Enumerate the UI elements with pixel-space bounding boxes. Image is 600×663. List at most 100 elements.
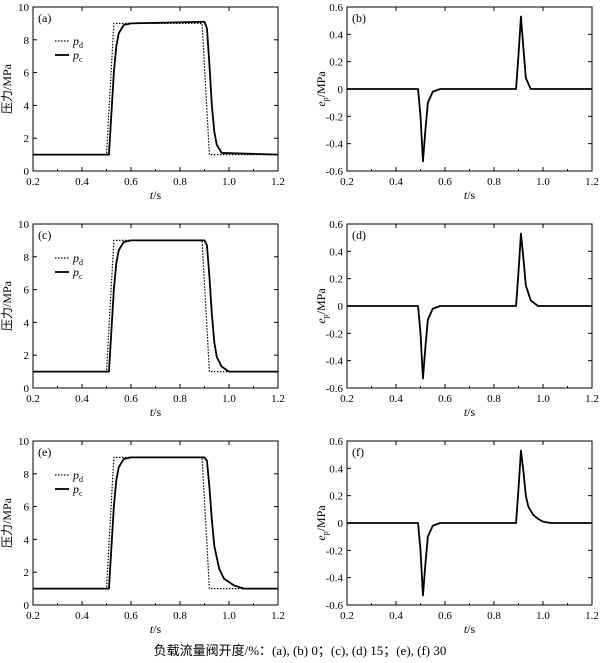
chart-panel-f: 0.2 0.4 0.6 0.8 1.0 1.2 -0.6 -0.4 -0.2 0 0.2 0.4 0.6…	[314, 436, 599, 636]
panel-label: (d)	[352, 228, 366, 242]
plot-frame	[32, 6, 279, 172]
x-tick-label: 0.6	[438, 393, 452, 405]
x-tick-label: 0.2	[26, 393, 40, 405]
x-tick-label: 1.0	[222, 176, 236, 188]
panel-label: (c)	[38, 228, 51, 242]
y-axis-label: ep/MPa	[314, 288, 330, 324]
y-tick-label: -0.4	[326, 356, 344, 368]
x-tick-label: 1.2	[271, 393, 285, 405]
x-tick-label: 1.0	[536, 176, 550, 188]
panel-label: (b)	[352, 11, 366, 25]
x-tick-label: 1.2	[585, 393, 599, 405]
x-tick-label: 1.2	[271, 176, 285, 188]
figure-caption: 负载流量阀开度/%：(a), (b) 0；(c), (d) 15；(e), (f…	[153, 643, 447, 658]
y-tick-label: -0.4	[326, 139, 344, 151]
y-tick-label: 0.6	[329, 436, 343, 448]
x-tick-label: 0.4	[75, 393, 89, 405]
legend-label: pd	[72, 34, 83, 50]
series-line-p_d	[33, 456, 278, 590]
y-tick-label: 0.4	[329, 246, 343, 258]
y-tick-label: 8	[24, 252, 30, 264]
chart-panel-c: 0.2 0.4 0.6 0.8 1.0 1.2 0 2 4 6 8 10 t/s 压力/MPa (c) pdp…	[0, 219, 285, 419]
y-tick-label: -0.6	[326, 600, 344, 612]
x-tick-label: 0.8	[173, 610, 187, 622]
y-axis-label: ep/MPa	[314, 71, 330, 107]
legend-label: pc	[72, 482, 83, 498]
y-tick-label: -0.2	[326, 545, 343, 557]
x-axis-label: t/s	[464, 622, 476, 636]
legend-label: pc	[72, 48, 83, 64]
x-tick-label: 0.8	[487, 393, 501, 405]
x-tick-label: 1.0	[536, 610, 550, 622]
y-tick-label: 0.4	[329, 463, 343, 475]
x-tick-label: 0.8	[487, 610, 501, 622]
y-tick-label: -0.2	[326, 111, 343, 123]
x-axis-label: t/s	[464, 405, 476, 419]
y-tick-label: 2	[24, 350, 30, 362]
y-axis-label: 压力/MPa	[0, 497, 14, 548]
x-tick-label: 0.4	[75, 176, 89, 188]
y-axis-label: ep/MPa	[314, 505, 330, 541]
x-tick-label: 0.2	[26, 610, 40, 622]
series-line-p_c	[33, 20, 279, 156]
y-tick-label: 8	[24, 469, 30, 481]
x-tick-label: 1.0	[222, 610, 236, 622]
chart-panel-e: 0.2 0.4 0.6 0.8 1.0 1.2 0 2 4 6 8 10 t/s 压力/MPa (e) pdp…	[0, 436, 285, 636]
x-tick-label: 0.6	[124, 610, 138, 622]
x-tick-label: 0.6	[124, 176, 138, 188]
series-line-error	[347, 232, 592, 380]
y-tick-label: 6	[24, 502, 30, 514]
x-tick-label: 0.6	[124, 393, 138, 405]
y-tick-label: 0.6	[329, 2, 343, 14]
series-line-error	[347, 15, 592, 163]
x-tick-label: 1.2	[271, 610, 285, 622]
legend-label: pd	[72, 251, 83, 267]
x-tick-label: 0.6	[438, 176, 452, 188]
y-tick-label: -0.2	[326, 328, 343, 340]
x-tick-label: 0.6	[438, 610, 452, 622]
x-tick-label: 1.2	[585, 610, 599, 622]
x-tick-label: 0.4	[389, 610, 403, 622]
y-tick-label: -0.6	[326, 166, 344, 178]
y-tick-label: 0	[24, 600, 30, 612]
legend-label: pc	[72, 265, 83, 281]
y-tick-label: 2	[24, 133, 30, 145]
x-tick-label: 1.0	[536, 393, 550, 405]
x-tick-label: 1.0	[222, 393, 236, 405]
panel-label: (a)	[38, 11, 51, 25]
y-tick-label: 0	[338, 518, 344, 530]
y-axis-label: 压力/MPa	[0, 280, 14, 331]
y-tick-label: 4	[24, 534, 30, 546]
chart-panel-d: 0.2 0.4 0.6 0.8 1.0 1.2 -0.6 -0.4 -0.2 0 0.2 0.4 0.6…	[314, 219, 599, 419]
y-tick-label: 10	[18, 2, 30, 14]
y-tick-label: 0.6	[329, 219, 343, 231]
y-tick-label: 0.4	[329, 29, 343, 41]
x-tick-label: 0.4	[389, 176, 403, 188]
y-tick-label: 0.2	[329, 57, 343, 69]
x-tick-label: 0.2	[340, 176, 354, 188]
plot-frame	[32, 440, 279, 606]
y-tick-label: 0	[24, 383, 30, 395]
x-tick-label: 0.8	[173, 176, 187, 188]
y-tick-label: 8	[24, 35, 30, 47]
legend-label: pd	[72, 468, 83, 484]
x-tick-label: 0.8	[173, 393, 187, 405]
y-tick-label: -0.6	[326, 383, 344, 395]
y-tick-label: 6	[24, 68, 30, 80]
chart-panel-b: 0.2 0.4 0.6 0.8 1.0 1.2 -0.6 -0.4 -0.2 0 0.2 0.4 0.6…	[314, 2, 599, 202]
y-tick-label: 4	[24, 100, 30, 112]
y-tick-label: 10	[18, 219, 30, 231]
y-tick-label: 2	[24, 567, 30, 579]
x-tick-label: 0.2	[340, 393, 354, 405]
y-axis-label: 压力/MPa	[0, 63, 14, 114]
x-axis-label: t/s	[464, 188, 476, 202]
panel-label: (e)	[38, 445, 51, 459]
panel-label: (f)	[352, 445, 364, 459]
y-tick-label: -0.4	[326, 573, 344, 585]
x-tick-label: 0.4	[75, 610, 89, 622]
series-line-p_d	[33, 239, 278, 373]
x-tick-label: 1.2	[585, 176, 599, 188]
x-axis-label: t/s	[150, 622, 162, 636]
x-tick-label: 0.8	[487, 176, 501, 188]
